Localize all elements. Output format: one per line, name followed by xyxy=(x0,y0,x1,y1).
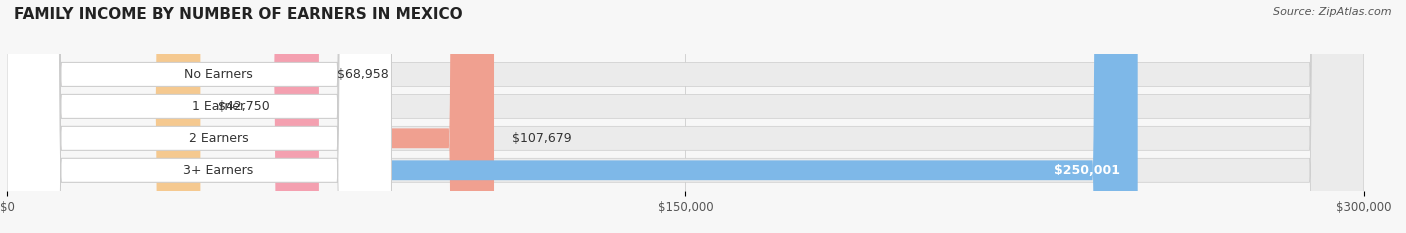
Text: Source: ZipAtlas.com: Source: ZipAtlas.com xyxy=(1274,7,1392,17)
Text: 1 Earner: 1 Earner xyxy=(191,100,245,113)
FancyBboxPatch shape xyxy=(7,0,391,233)
Text: FAMILY INCOME BY NUMBER OF EARNERS IN MEXICO: FAMILY INCOME BY NUMBER OF EARNERS IN ME… xyxy=(14,7,463,22)
Text: $68,958: $68,958 xyxy=(337,68,388,81)
FancyBboxPatch shape xyxy=(7,0,1364,233)
FancyBboxPatch shape xyxy=(7,0,1364,233)
Text: $250,001: $250,001 xyxy=(1053,164,1119,177)
FancyBboxPatch shape xyxy=(7,0,1137,233)
FancyBboxPatch shape xyxy=(7,0,494,233)
FancyBboxPatch shape xyxy=(7,0,1364,233)
Text: No Earners: No Earners xyxy=(184,68,253,81)
FancyBboxPatch shape xyxy=(7,0,391,233)
Text: 2 Earners: 2 Earners xyxy=(188,132,249,145)
Text: $42,750: $42,750 xyxy=(218,100,270,113)
FancyBboxPatch shape xyxy=(7,0,391,233)
Text: 3+ Earners: 3+ Earners xyxy=(183,164,253,177)
FancyBboxPatch shape xyxy=(7,0,201,233)
Text: $107,679: $107,679 xyxy=(512,132,572,145)
FancyBboxPatch shape xyxy=(7,0,391,233)
FancyBboxPatch shape xyxy=(7,0,1364,233)
FancyBboxPatch shape xyxy=(7,0,319,233)
